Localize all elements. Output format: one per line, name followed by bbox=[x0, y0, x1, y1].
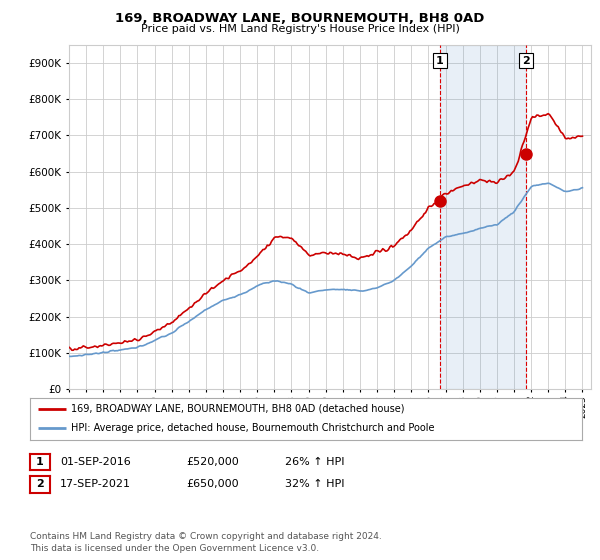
Text: 26% ↑ HPI: 26% ↑ HPI bbox=[285, 457, 344, 467]
Text: 32% ↑ HPI: 32% ↑ HPI bbox=[285, 479, 344, 489]
Text: 01-SEP-2016: 01-SEP-2016 bbox=[60, 457, 131, 467]
Text: 169, BROADWAY LANE, BOURNEMOUTH, BH8 0AD (detached house): 169, BROADWAY LANE, BOURNEMOUTH, BH8 0AD… bbox=[71, 404, 405, 414]
Text: 1: 1 bbox=[436, 55, 444, 66]
Text: Price paid vs. HM Land Registry's House Price Index (HPI): Price paid vs. HM Land Registry's House … bbox=[140, 24, 460, 34]
Text: Contains HM Land Registry data © Crown copyright and database right 2024.
This d: Contains HM Land Registry data © Crown c… bbox=[30, 532, 382, 553]
Bar bbox=[440, 45, 526, 389]
Text: 2: 2 bbox=[36, 479, 44, 489]
Text: 2: 2 bbox=[522, 55, 530, 66]
Text: £520,000: £520,000 bbox=[186, 457, 239, 467]
Text: £650,000: £650,000 bbox=[186, 479, 239, 489]
Text: 17-SEP-2021: 17-SEP-2021 bbox=[60, 479, 131, 489]
Text: 169, BROADWAY LANE, BOURNEMOUTH, BH8 0AD: 169, BROADWAY LANE, BOURNEMOUTH, BH8 0AD bbox=[115, 12, 485, 25]
Text: 1: 1 bbox=[36, 457, 44, 467]
Text: HPI: Average price, detached house, Bournemouth Christchurch and Poole: HPI: Average price, detached house, Bour… bbox=[71, 423, 435, 433]
